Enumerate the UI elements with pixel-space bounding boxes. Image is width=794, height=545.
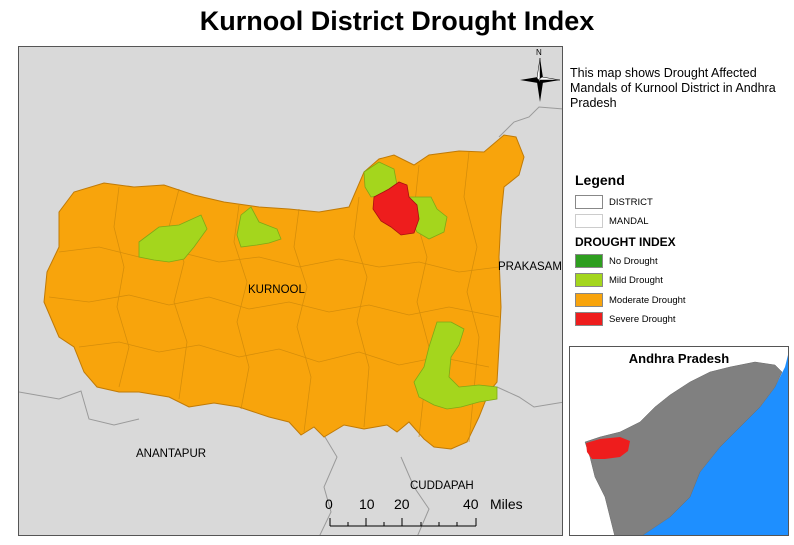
mild-area-central xyxy=(236,206,282,248)
legend-swatch xyxy=(575,273,603,287)
legend-swatch xyxy=(575,195,603,209)
label-cuddapah: CUDDAPAH xyxy=(410,480,474,492)
north-arrow: N xyxy=(518,48,562,104)
legend-item-moderate-drought: Moderate Drought xyxy=(575,292,686,308)
kurnool-highlight-area xyxy=(586,437,630,459)
bay-of-bengal-area xyxy=(643,355,788,535)
neighbour-boundaries xyxy=(19,106,562,535)
legend-label: MANDAL xyxy=(609,215,649,227)
compass-rose-icon xyxy=(520,57,561,102)
legend-item-no-drought: No Drought xyxy=(575,253,658,269)
legend-label: Severe Drought xyxy=(609,313,676,325)
mild-area-southeast xyxy=(413,321,498,410)
drought-index-title: DROUGHT INDEX xyxy=(575,235,676,249)
legend-item-mandal: MANDAL xyxy=(575,213,649,229)
legend-label: Moderate Drought xyxy=(609,294,686,306)
legend-swatch xyxy=(575,254,603,268)
district-map-svg xyxy=(19,106,562,535)
map-description: This map shows Drought Affected Mandals … xyxy=(570,66,776,110)
north-label: N xyxy=(536,48,542,57)
scale-bar: 0 10 20 40 Miles xyxy=(325,496,525,536)
inset-map-svg xyxy=(584,355,788,535)
legend-swatch xyxy=(575,312,603,326)
mild-drought-areas xyxy=(138,161,498,410)
label-anantapur: ANANTAPUR xyxy=(136,448,207,460)
legend-swatch xyxy=(575,214,603,228)
label-kurnool: KURNOOL xyxy=(248,284,305,296)
legend-label: No Drought xyxy=(609,255,658,267)
label-prakasam: PRAKASAM xyxy=(498,261,562,273)
legend-title: Legend xyxy=(575,172,625,188)
legend-item-district: DISTRICT xyxy=(575,194,653,210)
severe-drought-area xyxy=(372,181,420,236)
legend-swatch xyxy=(575,293,603,307)
scale-bar-ruler xyxy=(329,518,477,527)
legend-label: DISTRICT xyxy=(609,196,653,208)
legend-item-mild-drought: Mild Drought xyxy=(575,272,663,288)
inset-map: Andhra Pradesh xyxy=(569,346,789,536)
andhra-pradesh-area xyxy=(584,361,783,535)
map-title: Kurnool District Drought Index xyxy=(199,6,595,36)
mild-area-west xyxy=(138,214,208,263)
inset-title: Andhra Pradesh xyxy=(628,351,730,366)
scale-tick-0: 0 xyxy=(325,496,333,512)
scale-tick-20: 20 xyxy=(394,496,410,512)
scale-unit: Miles xyxy=(490,496,523,512)
legend-item-severe-drought: Severe Drought xyxy=(575,311,676,327)
legend-label: Mild Drought xyxy=(609,274,663,286)
main-map xyxy=(18,46,563,536)
scale-tick-10: 10 xyxy=(359,496,375,512)
scale-tick-40: 40 xyxy=(463,496,479,512)
